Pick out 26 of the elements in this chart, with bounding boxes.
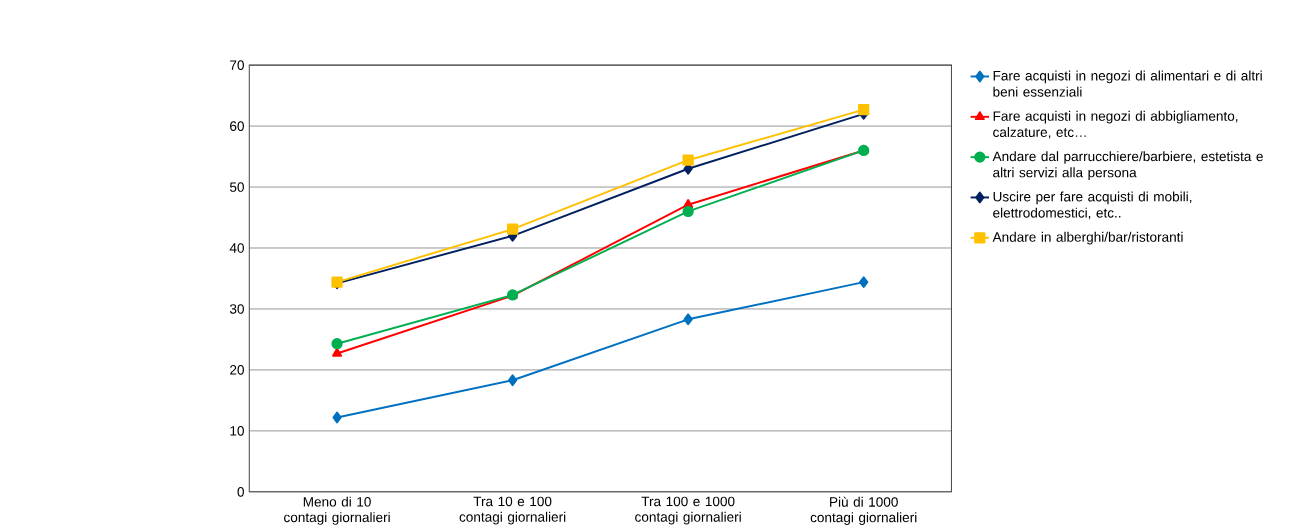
legend-label: Uscire per fare acquisti di mobili, elettrodomestici, etc.. — [993, 191, 1192, 220]
x-tick-label: Meno di 10 contagi giornalieri — [284, 496, 390, 525]
point — [682, 154, 694, 166]
point — [331, 337, 343, 350]
legend-label: Fare acquisti in negozi di alimentari e di altri beni essenziali — [993, 70, 1262, 97]
x-tick-label: Tra 100 e 1000 contagi giornalieri — [635, 496, 741, 525]
y-tick-label: 70 — [230, 60, 244, 70]
x-tick-label: Più di 1000 contagi giornalieri — [810, 496, 917, 525]
y-tick-label: 50 — [229, 182, 244, 192]
y-tick-label: 30 — [229, 303, 244, 314]
legend-label: Fare acquisti in negozi di abbigliamento, calzature, etc… — [993, 110, 1238, 139]
point — [506, 223, 519, 235]
point — [859, 276, 869, 288]
y-tick-label: 10 — [230, 425, 244, 436]
point — [682, 205, 694, 217]
legend-label: Andare in alberghi/bar/ristoranti — [992, 231, 1183, 245]
point — [332, 411, 342, 424]
x-tick-label: Tra 10 e 100 contagi giornalieri — [459, 496, 566, 525]
point — [507, 374, 518, 386]
y-tick-label: 0 — [237, 486, 244, 497]
y-tick-label: 60 — [230, 121, 244, 131]
y-tick-label: 40 — [229, 242, 244, 253]
legend-label: Andare dal parrucchiere/barbiere, estetista e altri servizi alla persona — [992, 150, 1263, 180]
point — [683, 313, 693, 325]
point — [858, 103, 870, 116]
y-tick-label: 20 — [230, 364, 244, 375]
